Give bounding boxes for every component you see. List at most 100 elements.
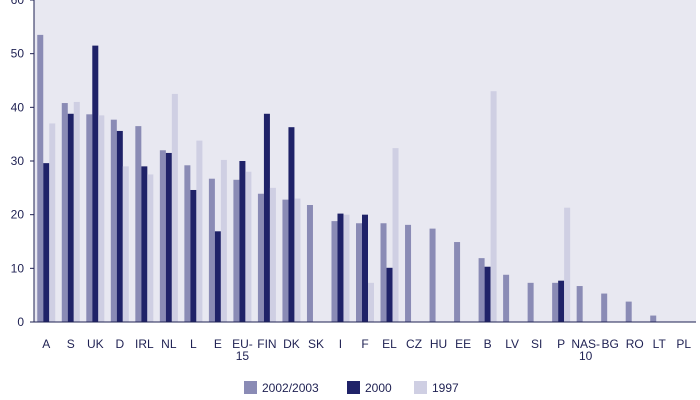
x-tick-label: F (361, 337, 368, 351)
bar-2000-p (558, 280, 565, 322)
bar-2002-2003-irl (135, 126, 142, 322)
x-tick-label: RO (626, 337, 644, 351)
bar-1997-d (122, 166, 129, 322)
x-tick-label: UK (87, 337, 104, 351)
x-tick-label: SI (531, 337, 542, 351)
bar-2000-dk (288, 127, 295, 322)
bar-2002-2003-lt (650, 315, 657, 322)
bar-1997-a (49, 123, 56, 322)
bar-2000-i (337, 213, 344, 322)
legend-swatch (414, 381, 427, 394)
x-tick-label: NL (161, 337, 177, 351)
legend-label: 2002/2003 (262, 381, 319, 395)
bar-2002-2003-sk (306, 205, 313, 322)
bar-2002-2003-lv (503, 274, 510, 322)
y-tick-label: 10 (11, 261, 25, 275)
y-tick-label: 40 (11, 100, 25, 114)
bar-2002-2003-el (380, 223, 387, 322)
bar-2002-2003-ro (625, 301, 632, 322)
bar-2002-2003-p (552, 282, 559, 322)
bar-1997-p (564, 207, 571, 322)
bar-1997-b (490, 91, 497, 322)
legend-swatch (244, 381, 257, 394)
bar-1997-s (73, 101, 80, 322)
x-tick-label: BG (602, 337, 619, 351)
bar-2000-l (190, 189, 197, 322)
bar-1997-f (368, 282, 374, 322)
y-tick-label: 50 (11, 47, 25, 61)
bar-1997-nl (171, 93, 178, 323)
legend: 2002/2003 2000 1997 (244, 381, 459, 395)
x-axis: A S UK D IRL NL L E EU-15 FIN DK SK I F EL CZ HU EE B LV SI P… (34, 321, 696, 363)
bar-2000-s (67, 113, 74, 322)
bar-1997-i (343, 214, 350, 322)
bar-1997-dk (294, 198, 301, 322)
x-tick-label: S (67, 337, 75, 351)
x-tick-label: E (214, 337, 222, 351)
x-tick-label: PL (676, 337, 691, 351)
x-tick-label: EU-15 (232, 337, 253, 363)
bar-1997-l (196, 140, 203, 322)
x-tick-label: LV (505, 337, 519, 351)
y-tick-label: 60 (11, 0, 25, 7)
bar-1997-e (220, 159, 227, 322)
bar-2002-2003-d (110, 119, 117, 322)
x-tick-label: IRL (135, 337, 154, 351)
bar-2000-fin (263, 113, 270, 322)
bar-2000-el (386, 267, 393, 322)
bar-2002-2003-uk (86, 114, 93, 322)
bar-2002-2003-hu (429, 228, 436, 322)
bar-1997-el (392, 148, 399, 322)
x-tick-label: EE (455, 337, 471, 351)
bar-2000-irl (141, 166, 148, 322)
bar-2000-nl (165, 152, 172, 322)
x-tick-label: I (339, 337, 342, 351)
bar-1997-eu-15 (245, 171, 252, 322)
bar-2000-d (116, 130, 123, 322)
bar-2002-2003-nl (159, 150, 166, 322)
legend-swatch (347, 381, 360, 394)
y-tick-label: 20 (11, 208, 25, 222)
x-tick-label: EL (382, 337, 397, 351)
x-tick-label: NAS-10 (571, 337, 600, 363)
bar-1997-irl (147, 174, 154, 322)
legend-label: 1997 (432, 381, 459, 395)
x-tick-label: L (190, 337, 197, 351)
bar-2002-2003-eu-15 (233, 179, 240, 322)
bar-2002-2003-nas-10 (576, 286, 583, 322)
bar-2002-2003-s (61, 103, 68, 322)
x-tick-label: B (484, 337, 492, 351)
bar-2000-e (214, 231, 221, 322)
x-tick-label: P (557, 337, 565, 351)
bar-2000-f (362, 214, 368, 322)
x-tick-label: DK (283, 337, 300, 351)
bars (37, 34, 657, 323)
x-tick-label: CZ (406, 337, 422, 351)
bar-2000-a (43, 163, 50, 322)
bar-2002-2003-a (37, 34, 44, 323)
y-axis: 0 10 20 30 40 50 60 (11, 0, 35, 329)
bar-2002-2003-ee (454, 242, 461, 322)
x-tick-label: FIN (257, 337, 276, 351)
bar-1997-uk (98, 115, 105, 322)
x-tick-label: HU (430, 337, 447, 351)
x-tick-label: SK (308, 337, 324, 351)
legend-label: 2000 (365, 381, 392, 395)
bar-2002-2003-dk (282, 199, 289, 322)
bar-1997-fin (269, 187, 276, 322)
bar-2002-2003-fin (257, 193, 264, 322)
bar-2002-2003-si (527, 282, 534, 322)
bar-2000-uk (92, 45, 99, 322)
bar-2002-2003-l (184, 165, 191, 322)
x-tick-label: A (42, 337, 50, 351)
bar-2002-2003-i (331, 221, 338, 322)
bar-2002-2003-bg (601, 293, 608, 322)
bar-2002-2003-b (478, 258, 485, 322)
bar-2000-eu-15 (239, 161, 246, 322)
bar-2002-2003-cz (405, 224, 412, 322)
x-tick-label: D (115, 337, 124, 351)
y-tick-label: 0 (17, 315, 24, 329)
y-tick-label: 30 (11, 154, 25, 168)
x-tick-label: LT (653, 337, 667, 351)
